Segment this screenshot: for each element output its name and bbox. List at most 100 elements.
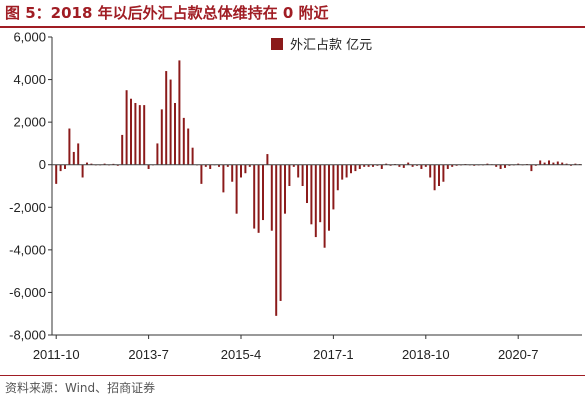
bar-2017-6 bbox=[354, 164, 357, 172]
bar-2014-7 bbox=[200, 164, 203, 184]
legend: 外汇占款 亿元 bbox=[271, 38, 372, 53]
bar-2021-2 bbox=[548, 160, 550, 165]
bar-2017-7 bbox=[358, 164, 361, 169]
bar-2012-12 bbox=[116, 164, 119, 166]
bar-2015-3 bbox=[235, 164, 238, 214]
bar-2020-4 bbox=[504, 164, 506, 168]
y-tick-label: 4,000 bbox=[13, 72, 46, 87]
bar-2021-6 bbox=[565, 163, 568, 165]
bar-2017-1 bbox=[332, 164, 335, 210]
bar-2018-2 bbox=[389, 164, 392, 166]
y-tick-label: 2,000 bbox=[13, 115, 46, 130]
bar-2012-6 bbox=[90, 163, 93, 165]
bar-2016-6 bbox=[301, 164, 304, 186]
bar-2016-3 bbox=[288, 164, 291, 186]
bar-2017-3 bbox=[341, 164, 344, 180]
bar-2014-11 bbox=[218, 164, 220, 167]
bar-2016-7 bbox=[306, 164, 308, 204]
bar-2017-4 bbox=[345, 164, 348, 178]
bar-2014-12 bbox=[222, 164, 225, 193]
chart-title: 图 5：2018 年以后外汇占款总体维持在 0 附近 bbox=[5, 4, 329, 22]
bar-2012-5 bbox=[86, 162, 88, 165]
bar-2011-10 bbox=[55, 164, 58, 184]
x-tick-label: 2018-10 bbox=[402, 347, 450, 362]
bar-2017-11 bbox=[376, 164, 379, 166]
bar-2013-6 bbox=[143, 105, 146, 165]
bar-2016-9 bbox=[314, 164, 317, 238]
bar-2017-12 bbox=[380, 164, 383, 169]
bar-2021-4 bbox=[556, 161, 559, 165]
bar-2018-6 bbox=[407, 162, 410, 165]
y-tick-label: -6,000 bbox=[9, 285, 46, 300]
legend-swatch bbox=[271, 38, 283, 50]
bar-2021-7 bbox=[570, 164, 572, 166]
bar-2018-12 bbox=[433, 164, 436, 191]
bar-2019-5 bbox=[455, 164, 458, 166]
bar-2015-12 bbox=[275, 164, 278, 316]
bar-2021-5 bbox=[561, 162, 564, 165]
bar-2018-5 bbox=[402, 164, 405, 168]
bar-2013-10 bbox=[160, 109, 163, 165]
y-axis: 6,000 4,000 2,000 0 -2,000 -4,000 -6,000 -8,000 bbox=[9, 30, 53, 343]
bar-2014-4 bbox=[187, 128, 190, 165]
bar-2014-1 bbox=[174, 102, 176, 165]
bar-2014-5 bbox=[191, 147, 194, 165]
bar-2015-1 bbox=[226, 164, 229, 167]
bar-2011-12 bbox=[64, 164, 66, 169]
y-tick-label: -4,000 bbox=[9, 242, 46, 257]
x-axis: 2011-10 2013-7 2015-4 2017-1 2018-10 2020-7 bbox=[33, 334, 582, 362]
bar-2017-10 bbox=[372, 164, 374, 167]
bar-2013-2 bbox=[125, 90, 128, 165]
bar-2013-3 bbox=[130, 98, 132, 165]
bar-2021-3 bbox=[552, 162, 555, 165]
bar-2013-11 bbox=[165, 71, 168, 165]
footer-divider bbox=[0, 375, 585, 376]
bar-2015-10 bbox=[266, 154, 269, 165]
bar-2021-8 bbox=[574, 163, 577, 165]
y-tick-label: -2,000 bbox=[9, 200, 46, 215]
y-tick-label: -8,000 bbox=[9, 328, 46, 343]
bar-2015-4 bbox=[240, 164, 242, 178]
bar-2012-9 bbox=[103, 163, 106, 165]
title-bar: 图 5：2018 年以后外汇占款总体维持在 0 附近 bbox=[0, 0, 585, 25]
bar-2014-8 bbox=[204, 164, 207, 167]
x-tick-label: 2011-10 bbox=[33, 347, 80, 362]
bar-2012-4 bbox=[81, 164, 84, 178]
bar-2016-4 bbox=[292, 164, 295, 167]
bar-2016-2 bbox=[284, 164, 286, 214]
bar-2017-2 bbox=[336, 164, 339, 191]
bar-2013-4 bbox=[134, 102, 137, 165]
bar-2015-9 bbox=[262, 164, 264, 221]
bar-2019-3 bbox=[446, 164, 449, 169]
x-tick-label: 2020-7 bbox=[498, 347, 538, 362]
bar-2016-8 bbox=[310, 164, 313, 225]
y-tick-label: 6,000 bbox=[13, 30, 46, 45]
x-tick-label: 2017-1 bbox=[313, 347, 353, 362]
bar-2016-10 bbox=[319, 164, 322, 223]
bar-2020-12 bbox=[539, 160, 542, 165]
bar-2016-12 bbox=[328, 164, 330, 231]
x-tick-label: 2015-4 bbox=[221, 347, 261, 362]
title-divider bbox=[0, 26, 585, 28]
bar-2020-2 bbox=[495, 164, 498, 167]
bar-2015-2 bbox=[231, 164, 234, 182]
bar-2018-4 bbox=[398, 164, 401, 167]
x-tick-label: 2013-7 bbox=[128, 347, 168, 362]
bar-2012-3 bbox=[77, 143, 80, 165]
bar-2013-12 bbox=[169, 79, 172, 165]
source-note: 资料来源：Wind、招商证券 bbox=[5, 381, 156, 395]
bar-2015-11 bbox=[270, 164, 273, 231]
bar-2018-7 bbox=[411, 164, 414, 167]
bar-2015-8 bbox=[257, 164, 260, 233]
bar-2020-5 bbox=[508, 164, 511, 166]
bar-2020-11 bbox=[534, 164, 537, 166]
bar-2014-2 bbox=[178, 60, 181, 165]
bar-2014-3 bbox=[182, 117, 185, 165]
bar-2018-1 bbox=[385, 163, 388, 165]
bar-2019-12 bbox=[486, 163, 489, 165]
bar-2012-1 bbox=[68, 128, 71, 165]
bar-2018-10 bbox=[424, 164, 427, 167]
bar-2019-2 bbox=[442, 164, 445, 182]
bar-2020-7 bbox=[517, 163, 520, 165]
bar-2015-6 bbox=[248, 164, 251, 167]
